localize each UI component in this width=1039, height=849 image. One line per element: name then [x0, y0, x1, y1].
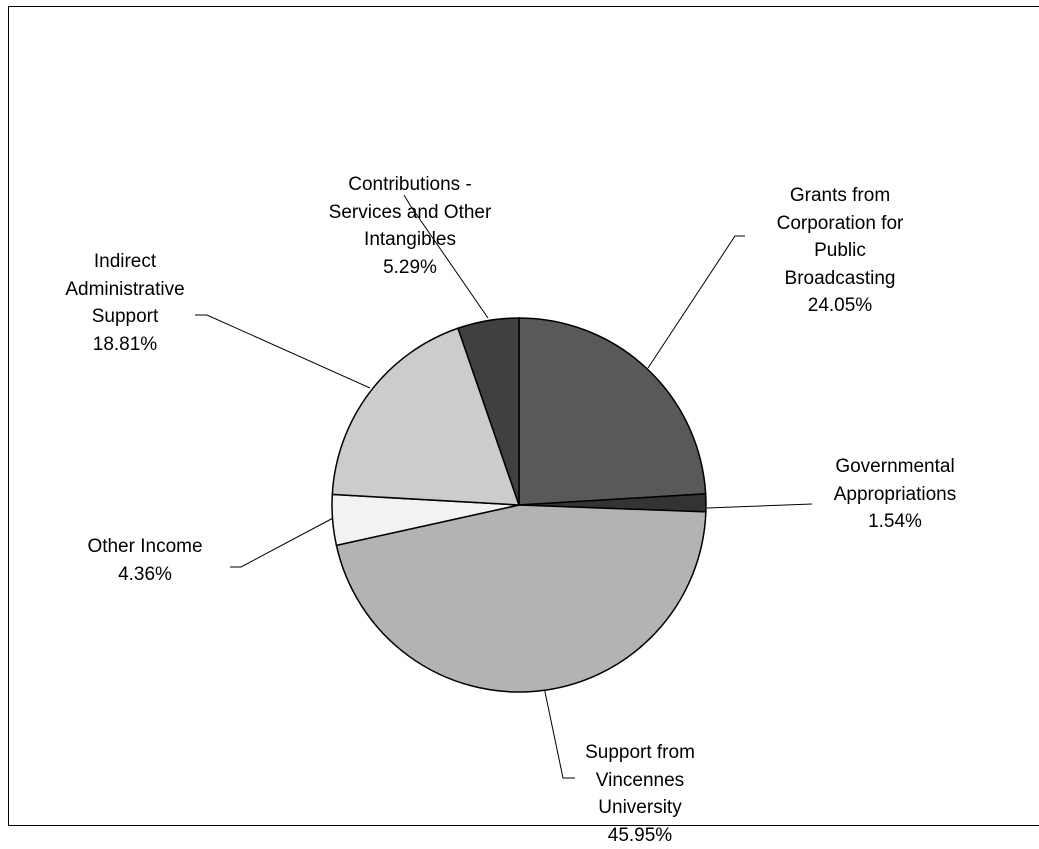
leader-line [230, 517, 335, 567]
value-label: 45.95% [565, 822, 715, 849]
chart [0, 0, 1039, 831]
category-label: Support from Vincennes University [565, 739, 715, 822]
pie [332, 318, 706, 692]
page: {"chart_data": {"type": "pie", "categori… [0, 0, 1039, 831]
leader-line [707, 504, 812, 508]
value-label: 24.05% [760, 292, 920, 320]
category-label: Indirect Administrative Support [50, 248, 200, 331]
category-label: Other Income [70, 533, 220, 561]
value-label: 18.81% [50, 331, 200, 359]
category-label: Contributions - Services and Other Intan… [320, 171, 500, 254]
category-label: Governmental Appropriations [810, 453, 980, 508]
leader-line [195, 315, 370, 388]
slice-label: Contributions - Services and Other Intan… [320, 171, 500, 281]
slice-label: Grants from Corporation for Public Broad… [760, 182, 920, 320]
category-label: Grants from Corporation for Public Broad… [760, 182, 920, 292]
value-label: 5.29% [320, 254, 500, 282]
value-label: 4.36% [70, 561, 220, 589]
leader-line [648, 236, 745, 368]
pie-slice [519, 318, 706, 505]
value-label: 1.54% [810, 508, 980, 536]
